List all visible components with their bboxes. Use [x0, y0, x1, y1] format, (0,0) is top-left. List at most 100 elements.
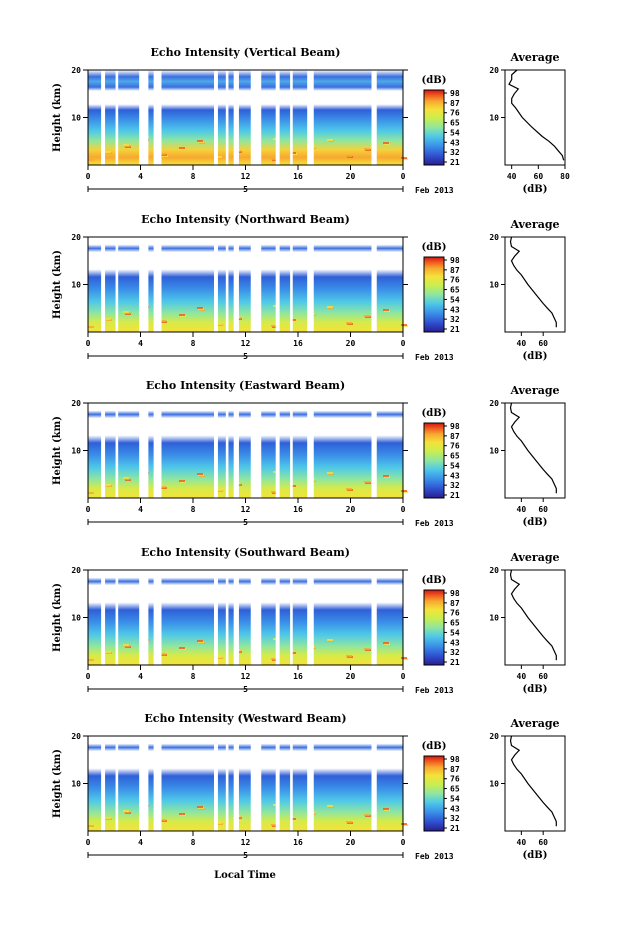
- x-tick-label: 0: [401, 172, 406, 181]
- echo-speckle: [197, 640, 203, 642]
- echo-speckle: [160, 320, 166, 322]
- echo-speckle: [383, 808, 389, 810]
- x-tick-label: 16: [293, 672, 303, 681]
- echo-speckle: [160, 819, 166, 821]
- profile-x-tick-label: 60: [534, 172, 544, 181]
- colorbar: [423, 256, 445, 333]
- colorbar-tick-label: 32: [450, 148, 460, 157]
- echo-speckle: [271, 158, 277, 160]
- colorbar-tick-label: 87: [450, 99, 460, 108]
- echo-speckle: [364, 648, 370, 650]
- data-gap: [233, 70, 239, 165]
- data-gap: [153, 70, 162, 165]
- data-gap: [115, 570, 119, 665]
- y-axis-label: Height (km): [52, 416, 63, 485]
- echo-speckle: [88, 492, 94, 494]
- date-marker: 5: [243, 352, 248, 361]
- echo-speckle: [216, 323, 222, 325]
- x-tick-label: 12: [241, 172, 251, 181]
- x-tick-label: 20: [346, 672, 356, 681]
- data-gap: [250, 70, 262, 165]
- x-tick-label: 8: [191, 838, 196, 847]
- echo-speckle: [383, 642, 389, 644]
- x-tick-label: 4: [138, 672, 143, 681]
- date-marker: 5: [243, 185, 248, 194]
- echo-speckle: [123, 144, 129, 146]
- panel-title: Echo Intensity (Northward Beam): [141, 213, 350, 226]
- echo-speckle: [105, 484, 111, 486]
- x-tick-label: 20: [346, 339, 356, 348]
- echo-speckle: [327, 805, 333, 807]
- x-tick-label: 8: [191, 505, 196, 514]
- echo-speckle: [197, 473, 203, 475]
- colorbar-tick-label: 65: [450, 619, 460, 628]
- echo-speckle: [383, 309, 389, 311]
- profile-x-tick-label: 60: [538, 339, 548, 348]
- data-gap: [275, 570, 280, 665]
- x-tick-label: 8: [191, 339, 196, 348]
- profile-frame: [504, 735, 566, 832]
- profile-x-tick-label: 40: [517, 672, 527, 681]
- x-tick-label: 20: [346, 838, 356, 847]
- colorbar-tick-label: 98: [450, 422, 460, 431]
- date-label: Feb 2013: [415, 353, 454, 362]
- colorbar-tick-label: 32: [450, 481, 460, 490]
- data-gap: [371, 736, 377, 831]
- data-gap: [101, 570, 106, 665]
- y-axis-label: Height (km): [52, 583, 63, 652]
- colorbar: [423, 755, 445, 832]
- colorbar-tick-label: 21: [450, 491, 460, 500]
- y-tick-label: 10: [71, 114, 81, 123]
- echo-speckle: [271, 325, 277, 327]
- y-axis-label: Height (km): [52, 250, 63, 319]
- profile-frame: [504, 236, 566, 333]
- colorbar-tick-label: 54: [450, 295, 460, 304]
- colorbar-title: (dB): [422, 575, 447, 586]
- data-gap: [233, 570, 239, 665]
- date-label: Feb 2013: [415, 852, 454, 861]
- echo-speckle: [160, 486, 166, 488]
- echo-speckle: [123, 810, 129, 812]
- data-gap: [275, 736, 280, 831]
- echo-speckle: [364, 315, 370, 317]
- x-tick-label: 4: [138, 339, 143, 348]
- data-gap: [214, 237, 218, 332]
- data-gap: [115, 403, 119, 498]
- colorbar-tick-label: 65: [450, 119, 460, 128]
- data-gap: [225, 736, 229, 831]
- data-gap: [101, 736, 106, 831]
- echo-speckle: [216, 822, 222, 824]
- data-gap: [153, 570, 162, 665]
- colorbar-tick-label: 32: [450, 814, 460, 823]
- y-axis-label: Height (km): [52, 83, 63, 152]
- data-gap: [115, 736, 119, 831]
- data-gap: [290, 403, 293, 498]
- data-gap: [233, 403, 239, 498]
- echo-speckle: [271, 491, 277, 493]
- echo-speckle: [401, 823, 407, 825]
- panel-0: Echo Intensity (Vertical Beam) 20 10 Height…: [52, 46, 570, 195]
- colorbar-tick-label: 98: [450, 256, 460, 265]
- data-gap: [307, 403, 314, 498]
- data-gap: [371, 237, 377, 332]
- data-gap: [101, 403, 106, 498]
- echo-speckle: [271, 824, 277, 826]
- echo-speckle: [160, 653, 166, 655]
- profile-y-tick-label: 20: [489, 732, 499, 741]
- colorbar-tick-label: 76: [450, 442, 460, 451]
- data-gap: [371, 70, 377, 165]
- profile-frame: [504, 402, 566, 499]
- echo-speckle: [88, 326, 94, 328]
- echo-speckle: [290, 818, 296, 820]
- colorbar-tick-label: 98: [450, 589, 460, 598]
- profile-y-tick-label: 10: [489, 114, 499, 123]
- profile-x-label: (dB): [523, 684, 548, 695]
- echo-speckle: [290, 319, 296, 321]
- echo-field: [88, 237, 403, 332]
- echo-speckle: [88, 159, 94, 161]
- data-gap: [153, 237, 162, 332]
- date-marker: 5: [243, 685, 248, 694]
- y-tick-label: 10: [71, 447, 81, 456]
- colorbar-tick-label: 76: [450, 109, 460, 118]
